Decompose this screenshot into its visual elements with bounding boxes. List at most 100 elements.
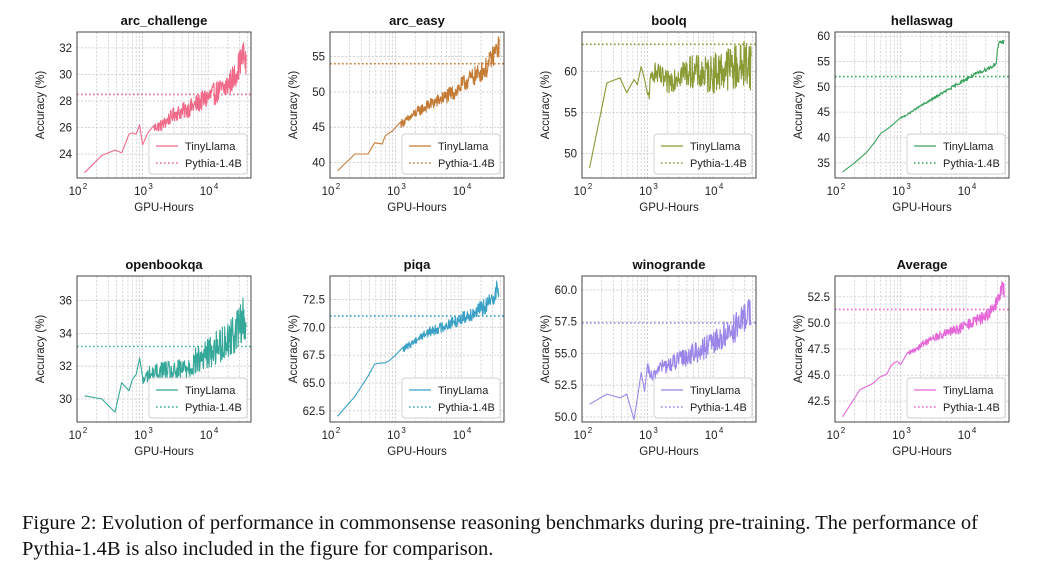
legend-label-tinyllama: TinyLlama — [690, 141, 741, 153]
y-tick-label: 72.5 — [303, 294, 325, 306]
subplot-title: boolq — [651, 13, 686, 28]
y-tick-label: 40 — [312, 157, 325, 169]
x-axis-label: GPU-Hours — [134, 446, 194, 458]
x-axis-label: GPU-Hours — [892, 446, 952, 458]
axes-frame — [581, 275, 757, 423]
y-tick-label: 50 — [564, 148, 577, 160]
x-tick-exponent: 4 — [972, 182, 977, 191]
axes-frame — [329, 275, 505, 423]
x-tick-exponent: 4 — [214, 182, 219, 191]
x-tick-exponent: 2 — [336, 426, 341, 435]
x-tick-exponent: 4 — [972, 426, 977, 435]
x-tick-label: 10 — [958, 430, 971, 442]
x-axis-label: GPU-Hours — [639, 202, 699, 214]
x-tick-exponent: 4 — [719, 182, 724, 191]
x-tick-label: 10 — [705, 430, 718, 442]
x-tick-label: 10 — [639, 430, 652, 442]
legend: TinyLlama Pythia-1.4B — [906, 377, 1006, 419]
y-tick-label: 42.5 — [808, 396, 830, 408]
x-tick-label: 10 — [892, 186, 905, 198]
y-axis-label: Accuracy (%) — [288, 315, 300, 384]
x-axis-label: GPU-Hours — [387, 446, 447, 458]
y-tick-label: 47.5 — [808, 344, 830, 356]
x-tick-exponent: 2 — [83, 426, 88, 435]
legend-box — [401, 377, 501, 419]
x-tick-exponent: 2 — [588, 182, 593, 191]
legend-label-pythia: Pythia-1.4B — [943, 158, 1000, 170]
y-tick-label: 40 — [817, 132, 830, 144]
subplot-title: piqa — [404, 257, 431, 272]
axes-frame — [834, 31, 1010, 179]
x-tick-label: 10 — [574, 186, 587, 198]
x-tick-label: 10 — [387, 186, 400, 198]
legend-box — [148, 377, 248, 419]
x-tick-exponent: 4 — [719, 426, 724, 435]
y-tick-label: 32 — [59, 43, 72, 55]
x-tick-label: 10 — [322, 186, 335, 198]
tinyllama-series-line — [588, 41, 752, 169]
figure-caption: Figure 2: Evolution of performance in co… — [22, 512, 978, 560]
legend: TinyLlama Pythia-1.4B — [148, 377, 248, 419]
x-axis-label: GPU-Hours — [387, 202, 447, 214]
subplot-winogrande: 50.052.555.057.560.010 2 10 3 10 4winograndeG… — [540, 257, 757, 458]
x-tick-exponent: 3 — [653, 426, 658, 435]
y-tick-label: 50 — [817, 82, 830, 94]
tinyllama-series-line — [84, 297, 247, 413]
x-tick-label: 10 — [453, 430, 466, 442]
y-axis-label: Accuracy (%) — [793, 315, 805, 384]
y-tick-label: 60 — [564, 66, 577, 78]
x-tick-label: 10 — [134, 430, 147, 442]
subplot-title: openbookqa — [125, 257, 203, 272]
legend-label-tinyllama: TinyLlama — [185, 141, 236, 153]
legend-label-tinyllama: TinyLlama — [438, 141, 489, 153]
y-axis-label: Accuracy (%) — [288, 71, 300, 140]
legend-box — [148, 133, 248, 175]
legend-label-pythia: Pythia-1.4B — [690, 158, 747, 170]
tinyllama-series-line — [842, 39, 1005, 173]
legend-label-pythia: Pythia-1.4B — [185, 158, 242, 170]
axes-frame — [76, 31, 252, 179]
tinyllama-series-line — [589, 298, 752, 421]
y-tick-label: 45 — [312, 122, 325, 134]
y-tick-label: 30 — [59, 69, 72, 81]
y-tick-label: 55 — [312, 52, 325, 64]
x-tick-exponent: 3 — [148, 182, 153, 191]
legend-label-tinyllama: TinyLlama — [690, 385, 741, 397]
legend-box — [906, 377, 1006, 419]
x-tick-exponent: 4 — [214, 426, 219, 435]
legend-label-tinyllama: TinyLlama — [943, 385, 994, 397]
legend-box — [906, 133, 1006, 175]
x-tick-label: 10 — [69, 430, 82, 442]
x-tick-exponent: 4 — [467, 426, 472, 435]
y-axis-label: Accuracy (%) — [540, 315, 552, 384]
legend-label-pythia: Pythia-1.4B — [943, 402, 1000, 414]
axes-frame — [76, 275, 252, 423]
axes-frame — [329, 31, 505, 179]
tinyllama-series-line — [842, 281, 1005, 418]
y-tick-label: 45 — [817, 107, 830, 119]
figure: 24 26 28 30 32 10 2 10 3 10 4 arc_challenge GPU-Hour… — [35, 13, 1010, 458]
y-tick-label: 55 — [564, 107, 577, 119]
x-tick-label: 10 — [69, 186, 82, 198]
y-axis-label: Accuracy (%) — [35, 71, 47, 140]
tinyllama-series-line — [337, 280, 500, 417]
y-tick-label: 52.5 — [555, 380, 577, 392]
y-tick-label: 67.5 — [303, 350, 325, 362]
legend-label-tinyllama: TinyLlama — [438, 385, 489, 397]
legend: TinyLlama Pythia-1.4B — [401, 377, 501, 419]
y-tick-label: 62.5 — [303, 406, 325, 418]
y-tick-label: 60 — [817, 31, 830, 43]
x-tick-label: 10 — [892, 430, 905, 442]
x-tick-exponent: 2 — [336, 182, 341, 191]
subplot-piqa: 62.565.067.570.072.510 2 10 3 10 4piqaGPU-Hou… — [288, 257, 505, 458]
legend: TinyLlama Pythia-1.4B — [653, 133, 753, 175]
legend-box — [401, 133, 501, 175]
subplot-title: arc_easy — [389, 13, 445, 28]
y-axis-label: Accuracy (%) — [540, 71, 552, 140]
y-tick-label: 50.0 — [555, 412, 577, 424]
tinyllama-series-line — [337, 36, 500, 172]
x-tick-label: 10 — [134, 186, 147, 198]
x-tick-exponent: 3 — [401, 182, 406, 191]
